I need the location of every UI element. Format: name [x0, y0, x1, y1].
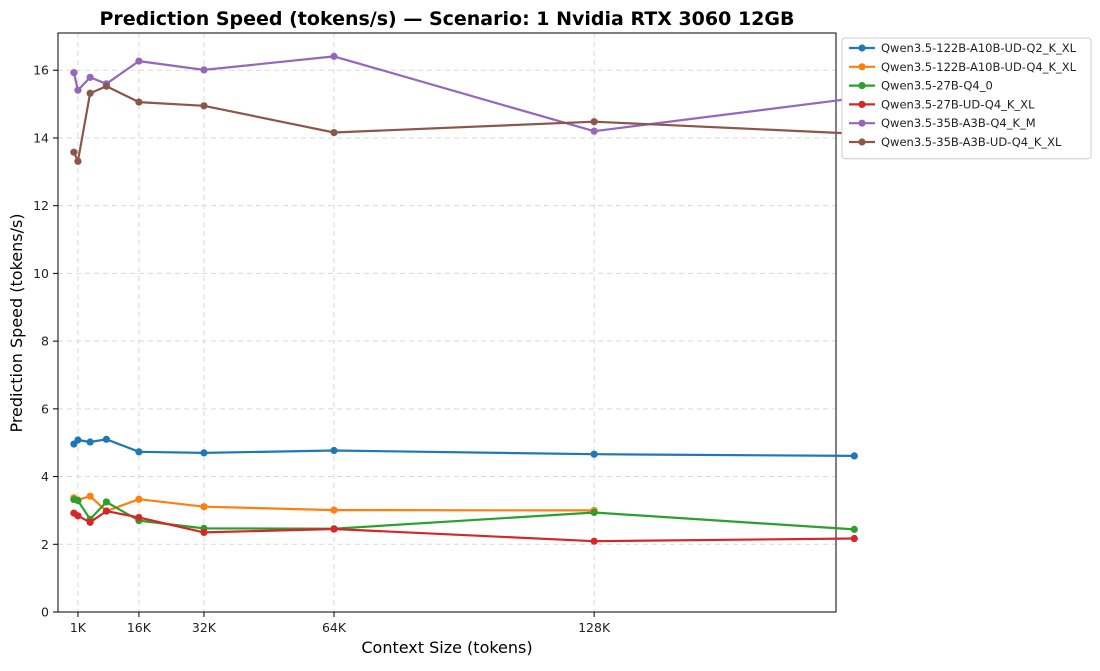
y-tick-label: 0 [41, 605, 49, 620]
grid [58, 33, 836, 613]
data-point [590, 508, 598, 517]
y-tick-label: 2 [41, 537, 49, 552]
data-point [850, 525, 858, 533]
y-axis-label: Prediction Speed (tokens/s) [7, 213, 26, 432]
legend-swatch-marker [858, 100, 866, 108]
y-tick-label: 6 [41, 401, 49, 416]
data-point [74, 157, 82, 165]
data-point [590, 118, 598, 126]
legend-swatch-marker [858, 119, 866, 127]
data-point [850, 452, 858, 460]
legend-item: Qwen3.5-122B-A10B-UD-Q4_K_XL [849, 60, 1077, 74]
legend-label: Qwen3.5-27B-UD-Q4_K_XL [881, 97, 1035, 111]
series-4 [70, 507, 858, 545]
data-point [200, 102, 208, 110]
data-point [86, 438, 94, 446]
data-point [850, 534, 858, 543]
data-point [135, 98, 143, 106]
legend-swatch-marker [858, 44, 866, 52]
y-tick-label: 12 [33, 198, 49, 213]
data-point [86, 492, 94, 500]
legend-box [841, 37, 1092, 160]
data-point [135, 495, 143, 503]
legend-label: Qwen3.5-35B-A3B-Q4_K_M [881, 116, 1036, 130]
y-tick-label: 10 [33, 266, 49, 281]
axes: 0 2 4 6 8 10 12 14 16 1K 16K 32K 64K 128K [33, 32, 837, 635]
data-point [330, 446, 338, 455]
series-layer [70, 52, 858, 545]
data-point [200, 449, 208, 457]
legend-label: Qwen3.5-35B-A3B-UD-Q4_K_XL [881, 135, 1062, 149]
x-tick-label: 32K [192, 620, 217, 635]
plot-frame [57, 32, 837, 613]
legend-label: Qwen3.5-27B-Q4_0 [881, 79, 993, 93]
legend-label: Qwen3.5-122B-A10B-UD-Q2_K_XL [881, 41, 1077, 55]
legend-item: Qwen3.5-35B-A3B-Q4_K_M [849, 116, 1036, 130]
series-line [73, 498, 855, 531]
data-point [135, 513, 143, 522]
data-point [590, 450, 598, 458]
data-point [102, 435, 110, 443]
data-point [70, 69, 78, 77]
data-point [86, 73, 94, 81]
legend-label: Qwen3.5-122B-A10B-UD-Q4_K_XL [881, 60, 1077, 74]
data-point [86, 518, 94, 526]
data-point [74, 436, 82, 444]
series-3 [70, 495, 858, 533]
legend: Qwen3.5-122B-A10B-UD-Q2_K_XL Qwen3.5-122B… [841, 37, 1092, 160]
x-axis-label: Context Size (tokens) [361, 638, 532, 657]
data-point [590, 127, 598, 135]
data-point [200, 66, 208, 74]
legend-swatch-marker [858, 63, 866, 71]
data-point [74, 86, 82, 94]
data-point [102, 82, 110, 90]
data-point [135, 448, 143, 456]
series-1 [70, 435, 858, 460]
legend-item: Qwen3.5-122B-A10B-UD-Q2_K_XL [849, 41, 1077, 55]
x-tick-label: 1K [70, 620, 87, 635]
chart-title: Prediction Speed (tokens/s) — Scenario: … [100, 8, 795, 30]
data-point [330, 128, 338, 137]
data-point [330, 525, 338, 533]
y-tick-label: 4 [41, 469, 49, 484]
data-point [135, 57, 143, 65]
y-tick-label: 16 [33, 63, 49, 78]
series-line [72, 85, 855, 163]
data-point [74, 497, 82, 505]
legend-swatch-marker [858, 138, 866, 146]
series-line [72, 55, 855, 133]
x-tick-label: 64K [322, 620, 347, 635]
series-line [73, 438, 855, 457]
data-point [330, 52, 338, 60]
data-point [200, 528, 208, 537]
series-6 [70, 82, 858, 165]
legend-item: Qwen3.5-27B-Q4_0 [849, 79, 993, 93]
y-tick-label: 8 [41, 334, 49, 349]
x-tick-label: 16K [127, 620, 152, 635]
legend-item: Qwen3.5-35B-A3B-UD-Q4_K_XL [849, 135, 1062, 149]
x-tick-label: 128K [578, 620, 611, 635]
data-point [102, 507, 110, 515]
y-tick-label: 14 [33, 130, 49, 145]
legend-item: Qwen3.5-27B-UD-Q4_K_XL [849, 97, 1035, 111]
data-point [74, 512, 82, 520]
data-point [590, 537, 598, 545]
data-point [70, 148, 78, 156]
data-point [102, 498, 110, 506]
series-5 [70, 52, 858, 135]
data-point [200, 503, 208, 511]
data-point [86, 89, 94, 97]
legend-swatch-marker [858, 82, 866, 90]
data-point [330, 506, 338, 514]
